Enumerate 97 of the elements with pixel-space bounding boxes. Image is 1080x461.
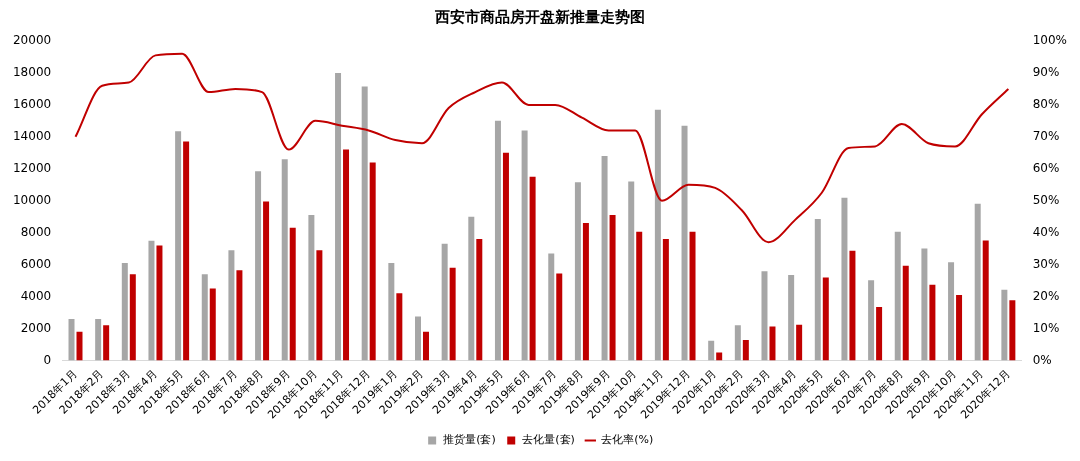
bar bbox=[388, 263, 395, 361]
bar bbox=[289, 227, 296, 361]
bar bbox=[734, 325, 741, 361]
bar bbox=[316, 250, 323, 361]
bar bbox=[236, 270, 243, 361]
bar bbox=[121, 263, 128, 361]
bar bbox=[654, 109, 661, 361]
bar bbox=[68, 318, 75, 361]
bar bbox=[308, 215, 315, 361]
bar bbox=[156, 245, 163, 361]
bar bbox=[582, 223, 589, 361]
bar bbox=[796, 324, 803, 361]
bar bbox=[876, 306, 883, 361]
bar bbox=[849, 250, 856, 361]
bar bbox=[95, 318, 102, 361]
y2-tick-label: 20% bbox=[1032, 288, 1060, 303]
bar bbox=[636, 231, 643, 361]
y-tick-label: 4000 bbox=[20, 288, 52, 303]
y-tick-label: 2000 bbox=[20, 320, 52, 335]
y2-tick-label: 30% bbox=[1032, 256, 1060, 271]
bar bbox=[681, 125, 688, 361]
bar bbox=[822, 277, 829, 361]
bar bbox=[175, 131, 182, 361]
bar bbox=[841, 197, 848, 361]
y2-tick-label: 60% bbox=[1032, 160, 1060, 175]
bar bbox=[502, 152, 509, 361]
line-series bbox=[74, 52, 1010, 244]
bar bbox=[1009, 300, 1016, 361]
bar bbox=[708, 340, 715, 361]
bar bbox=[148, 240, 155, 361]
bar bbox=[662, 239, 669, 361]
bar bbox=[228, 250, 235, 361]
bar bbox=[788, 274, 795, 361]
bar bbox=[255, 171, 262, 361]
bar bbox=[494, 120, 501, 361]
bar bbox=[548, 253, 555, 361]
y2-tick-label: 50% bbox=[1032, 192, 1060, 207]
bar bbox=[982, 240, 989, 361]
bar bbox=[956, 295, 963, 361]
y-tick-label: 8000 bbox=[20, 224, 52, 239]
bar bbox=[422, 331, 429, 361]
bar bbox=[769, 326, 776, 361]
bar bbox=[601, 155, 608, 361]
bar bbox=[521, 130, 528, 361]
bar bbox=[689, 231, 696, 361]
bar bbox=[449, 267, 456, 361]
bar bbox=[628, 181, 635, 361]
y2-tick-label: 40% bbox=[1032, 224, 1060, 239]
bar bbox=[415, 316, 421, 361]
legend-label: 去化量(套) bbox=[522, 433, 575, 447]
bar bbox=[335, 72, 342, 361]
bar bbox=[129, 274, 136, 361]
y-tick-label: 18000 bbox=[12, 65, 52, 80]
bar bbox=[1001, 289, 1008, 361]
bar bbox=[396, 293, 403, 361]
bar bbox=[201, 274, 208, 361]
bar bbox=[369, 162, 376, 361]
y2-tick-label: 0% bbox=[1032, 352, 1052, 367]
bar bbox=[529, 176, 536, 361]
bar bbox=[761, 271, 768, 361]
bar bbox=[468, 216, 475, 361]
legend-label: 去化率(%) bbox=[601, 433, 654, 447]
y2-tick-label: 90% bbox=[1032, 65, 1060, 80]
chart-title: 西安市商品房开盘新推量走势图 bbox=[434, 7, 645, 26]
y-tick-label: 14000 bbox=[12, 128, 52, 143]
bar bbox=[948, 262, 955, 361]
bar bbox=[103, 325, 110, 361]
bar bbox=[902, 265, 909, 361]
bar bbox=[929, 284, 936, 361]
y2-tick-label: 100% bbox=[1032, 33, 1068, 48]
bar bbox=[974, 203, 981, 361]
bar bbox=[556, 273, 563, 361]
y-tick-label: 6000 bbox=[20, 256, 52, 271]
bar bbox=[894, 231, 901, 361]
bar bbox=[814, 218, 821, 361]
bar bbox=[343, 149, 350, 361]
bar bbox=[183, 141, 190, 361]
y-tick-label: 10000 bbox=[12, 192, 52, 207]
bar bbox=[868, 280, 875, 361]
bar bbox=[609, 215, 616, 361]
bar bbox=[921, 248, 928, 361]
bar bbox=[281, 159, 288, 361]
legend-label: 推货量(套) bbox=[443, 433, 496, 447]
bar bbox=[574, 182, 581, 361]
y2-tick-label: 70% bbox=[1032, 128, 1060, 143]
bar bbox=[476, 239, 483, 361]
y-tick-label: 16000 bbox=[12, 97, 52, 112]
bar bbox=[263, 201, 270, 361]
bar bbox=[441, 243, 448, 361]
bar bbox=[361, 86, 368, 361]
y-tick-label: 12000 bbox=[12, 160, 52, 175]
y-tick-label: 0 bbox=[43, 352, 52, 367]
bar bbox=[742, 339, 749, 361]
bar bbox=[209, 288, 216, 361]
y2-tick-label: 80% bbox=[1032, 97, 1060, 112]
y-tick-label: 20000 bbox=[12, 33, 52, 48]
y2-tick-label: 10% bbox=[1032, 320, 1060, 335]
